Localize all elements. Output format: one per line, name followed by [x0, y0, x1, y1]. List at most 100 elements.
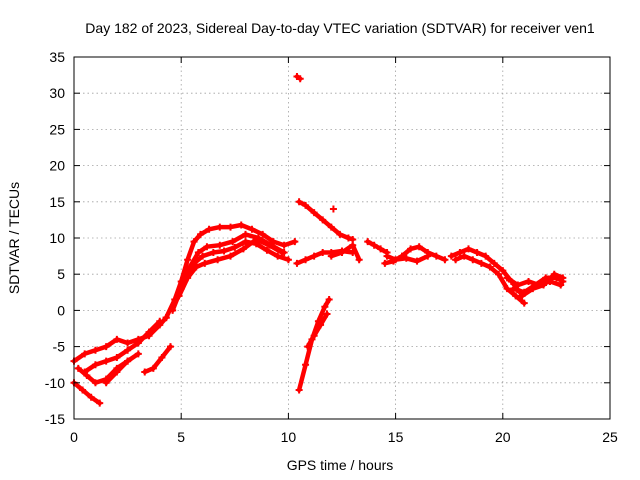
series-line	[176, 237, 285, 299]
series-track-13	[327, 241, 363, 264]
data-point	[259, 230, 267, 238]
x-tick-label: 5	[177, 429, 185, 445]
data-point	[407, 245, 415, 253]
data-point	[464, 245, 472, 253]
x-tick-label: 20	[495, 429, 511, 445]
series-isolated-point	[293, 73, 304, 83]
data-point	[158, 353, 166, 361]
data-point	[102, 343, 110, 351]
data-point	[383, 252, 391, 260]
plot-area	[70, 73, 567, 407]
series-track-10	[181, 238, 292, 282]
series-track-17	[381, 243, 449, 267]
series-track-5	[102, 350, 142, 387]
data-point	[214, 256, 222, 264]
x-tick-label: 10	[281, 429, 297, 445]
data-point	[329, 205, 337, 213]
data-point	[79, 386, 87, 394]
data-point	[452, 256, 460, 264]
series-track-18	[383, 252, 432, 265]
data-point	[156, 317, 164, 325]
data-point	[510, 285, 518, 293]
data-point	[344, 234, 352, 242]
x-tick-label: 15	[388, 429, 404, 445]
series-track-23	[518, 270, 567, 300]
data-point	[295, 198, 303, 206]
y-tick-label: 15	[49, 194, 65, 210]
data-point	[413, 257, 421, 265]
data-point	[169, 306, 177, 314]
series-line	[305, 311, 330, 349]
y-tick-label: 25	[49, 121, 65, 137]
data-point	[199, 252, 207, 260]
data-point	[74, 364, 82, 372]
data-point	[263, 246, 271, 254]
data-point	[520, 299, 528, 307]
data-point	[302, 361, 310, 369]
data-point	[486, 263, 494, 271]
data-point	[327, 223, 335, 231]
data-point	[447, 252, 455, 260]
data-point	[274, 252, 282, 260]
data-point	[327, 252, 335, 260]
y-axis-label: SDTVAR / TECUs	[6, 182, 22, 294]
data-point	[113, 353, 121, 361]
data-point	[482, 252, 490, 260]
series-line	[103, 351, 141, 386]
data-point	[319, 216, 327, 224]
data-point	[91, 346, 99, 354]
data-point	[209, 248, 217, 256]
series-isolated-point-2	[329, 205, 337, 213]
data-point	[460, 252, 468, 260]
data-point	[503, 285, 511, 293]
data-point	[503, 274, 511, 282]
x-tick-label: 0	[70, 429, 78, 445]
data-point	[310, 209, 318, 217]
data-point	[102, 357, 110, 365]
data-point	[323, 310, 331, 318]
data-point	[377, 245, 385, 253]
axis-ticks	[73, 56, 611, 420]
data-point	[525, 277, 533, 285]
series-track-11	[295, 198, 357, 243]
data-point	[381, 259, 389, 267]
data-point	[229, 238, 237, 246]
grid	[74, 57, 610, 419]
data-point	[87, 393, 95, 401]
data-point	[252, 240, 260, 248]
y-tick-label: 35	[49, 49, 65, 65]
data-point	[265, 241, 273, 249]
data-point	[550, 270, 558, 278]
data-point	[113, 335, 121, 343]
data-point	[134, 350, 142, 358]
data-point	[296, 75, 304, 83]
data-point	[113, 368, 121, 376]
data-point	[540, 281, 548, 289]
data-point	[242, 230, 250, 238]
data-point	[424, 252, 432, 260]
data-point	[559, 274, 567, 282]
data-point	[124, 339, 132, 347]
series-line	[142, 344, 173, 375]
data-point	[291, 238, 299, 246]
data-point	[518, 292, 526, 300]
data-point	[220, 247, 228, 255]
data-point	[91, 361, 99, 369]
data-point	[293, 259, 301, 267]
series-track-7	[162, 221, 299, 322]
data-point	[216, 223, 224, 231]
y-tick-label: 20	[49, 158, 65, 174]
data-point	[304, 343, 312, 351]
data-point	[370, 241, 378, 249]
data-point	[477, 259, 485, 267]
y-tick-label: -5	[53, 339, 66, 355]
data-point	[124, 357, 132, 365]
data-point	[134, 339, 142, 347]
data-point	[216, 241, 224, 249]
series-track-20	[452, 252, 528, 307]
data-point	[205, 225, 213, 233]
data-point	[201, 259, 209, 267]
data-point	[81, 350, 89, 358]
data-point	[349, 241, 357, 249]
